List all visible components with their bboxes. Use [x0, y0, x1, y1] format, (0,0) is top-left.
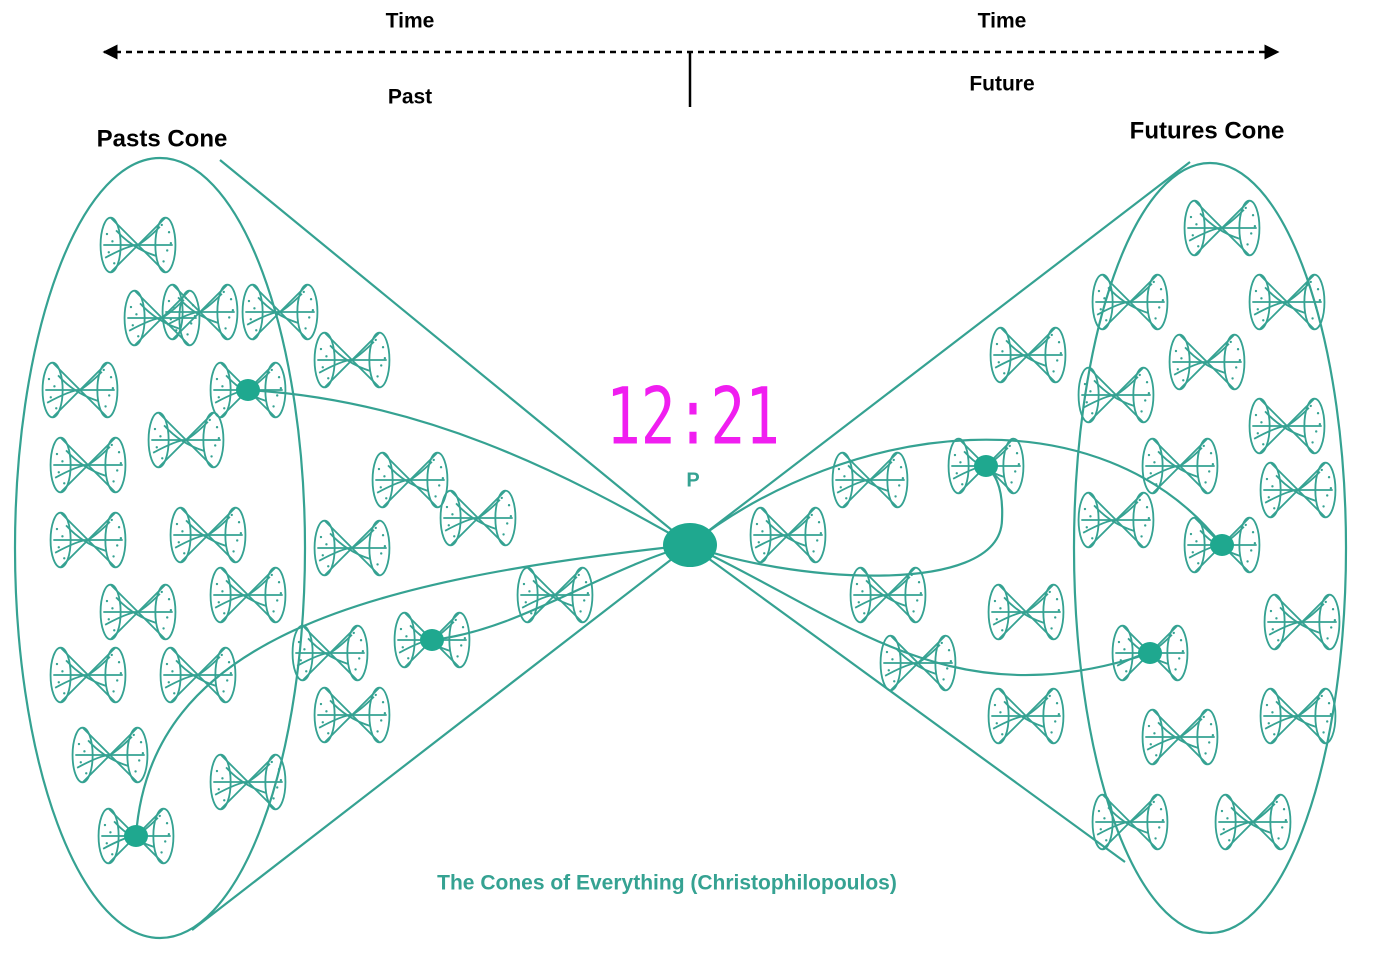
event — [1138, 642, 1162, 664]
small-cone — [1248, 397, 1326, 455]
small-cone — [1091, 273, 1169, 331]
past-label: Past — [388, 86, 432, 109]
cones — [13, 156, 1348, 940]
small-cone — [169, 506, 247, 564]
caption: The Cones of Everything (Christophilopou… — [437, 872, 897, 895]
cone-edge — [689, 161, 1191, 546]
clock-time: 12:21 — [606, 372, 780, 463]
small-cone — [987, 687, 1065, 745]
small-cone — [1183, 199, 1261, 257]
world-line — [689, 465, 1004, 577]
world-line — [689, 438, 1223, 546]
small-cone — [1168, 333, 1246, 391]
small-cone — [41, 361, 119, 419]
cone-edge — [219, 159, 691, 546]
futures-cone-base — [1072, 161, 1348, 935]
small-cone — [313, 686, 391, 744]
world-line — [431, 543, 691, 642]
futures-cone-title: Futures Cone — [1130, 117, 1285, 144]
event — [1210, 534, 1234, 556]
cone-edge — [689, 544, 1126, 863]
event — [974, 455, 998, 477]
small-cone — [989, 326, 1067, 384]
events — [124, 379, 1234, 847]
small-cone — [439, 489, 517, 547]
world-line — [134, 543, 691, 837]
event — [236, 379, 260, 401]
small-cone — [831, 451, 909, 509]
small-cone — [291, 624, 369, 682]
small-cone — [147, 411, 225, 469]
small-cone — [1214, 793, 1292, 851]
present-point — [663, 523, 717, 567]
point-label: P — [686, 469, 699, 491]
small-cone — [1077, 366, 1155, 424]
small-cone — [1259, 687, 1337, 745]
small-cone — [516, 566, 594, 624]
small-cone — [313, 331, 391, 389]
pasts-cone-title: Pasts Cone — [97, 125, 228, 152]
small-cone — [1141, 708, 1219, 766]
small-cone — [71, 726, 149, 784]
future-label: Future — [969, 73, 1034, 96]
small-cone — [49, 511, 127, 569]
small-cone — [1248, 273, 1326, 331]
small-cone — [879, 634, 957, 692]
small-cone — [209, 566, 287, 624]
small-cone — [49, 646, 127, 704]
world-line — [689, 544, 1151, 677]
event — [124, 825, 148, 847]
small-cone — [99, 216, 177, 274]
time-label: Time — [978, 10, 1027, 33]
world-line — [247, 388, 691, 546]
small-cone — [1263, 593, 1341, 651]
small-cone — [209, 753, 287, 811]
small-cone — [749, 506, 827, 564]
small-cone — [1077, 491, 1155, 549]
small-cone — [1091, 793, 1169, 851]
small-cone — [1259, 461, 1337, 519]
small-cone — [161, 283, 239, 341]
small-cone — [49, 436, 127, 494]
small-cone — [371, 451, 449, 509]
pasts-cone-base — [13, 156, 307, 940]
small-cone — [313, 519, 391, 577]
time-label: Time — [386, 10, 435, 33]
cone-edge — [191, 544, 691, 931]
small-cone — [987, 583, 1065, 641]
small-cone — [99, 583, 177, 641]
event — [420, 629, 444, 651]
